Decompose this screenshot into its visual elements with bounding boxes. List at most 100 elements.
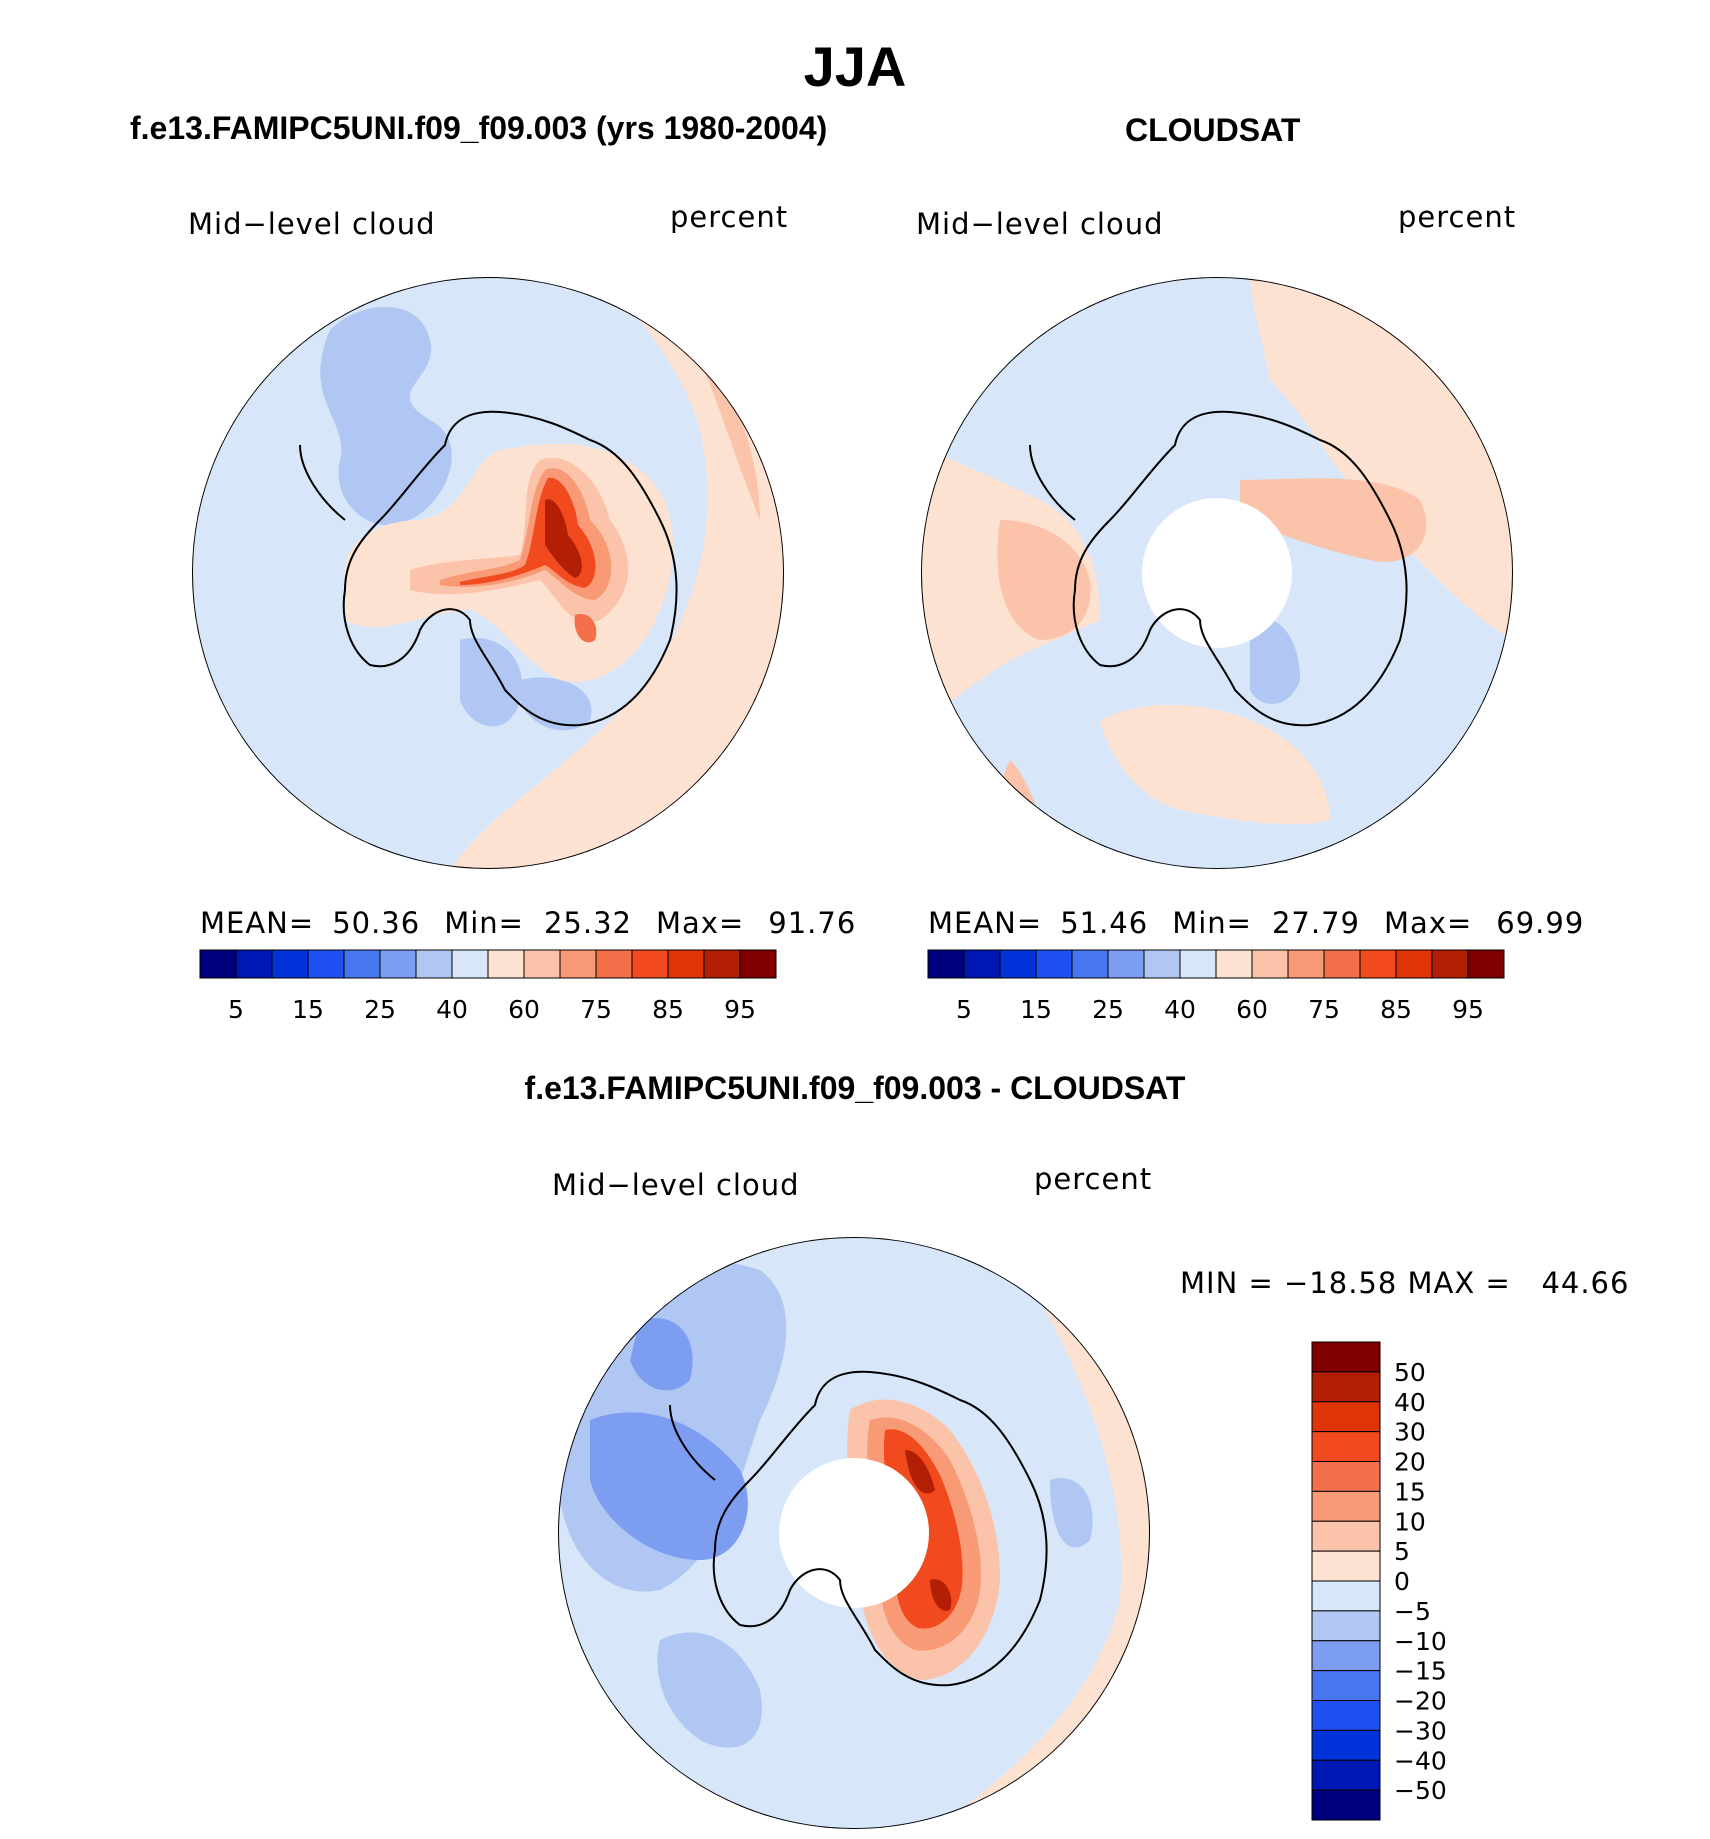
min-label: Min= <box>1172 906 1252 940</box>
panel-3-colorbar-tick-label: −20 <box>1394 1687 1447 1716</box>
panel-2-variable-label: Mid−level cloud <box>916 207 1164 241</box>
panel-3-colorbar-tick-label: −5 <box>1394 1597 1431 1626</box>
panel-3-colorbar-cell <box>1311 1759 1381 1791</box>
panel-3-colorbar-tick-label: −30 <box>1394 1716 1447 1745</box>
panel-3-missing-data <box>779 1458 929 1608</box>
panel-3-colorbar-cell <box>1311 1700 1381 1731</box>
panel-2-colorbar-cell <box>927 949 965 979</box>
panel-2-colorbar-cell <box>1143 949 1181 979</box>
panel-3-cool-patch <box>590 1412 748 1560</box>
max-label: Max= <box>656 906 745 940</box>
max-label: Max= <box>1384 906 1473 940</box>
panel-1-colorbar-cell <box>199 949 237 979</box>
panel-2-colorbar-tick-label: 5 <box>956 995 972 1024</box>
panel-2-colorbar-cell <box>1431 949 1469 979</box>
panel-3-colorbar-cell <box>1311 1341 1381 1373</box>
panel-2-cool-patch <box>1250 618 1300 704</box>
panel-2-colorbar: 5 15 25 40 60 75 85 95 <box>927 949 1505 1024</box>
panel-1-colorbar-cell <box>667 949 705 979</box>
panel-3-map <box>558 1237 1150 1829</box>
panel-3-colorbar-tick-label: 0 <box>1394 1567 1410 1596</box>
mean-value: 50.36 <box>332 906 421 940</box>
panel-2-colorbar-tick-label: 25 <box>1092 995 1124 1024</box>
panel-2-colorbar-cell <box>1179 949 1217 979</box>
panel-3-coastline <box>712 1370 1048 1687</box>
panel-3-heading: f.e13.FAMIPC5UNI.f09_f09.003 - CLOUDSAT <box>524 1070 1186 1106</box>
panel-3-maximum <box>930 1579 952 1611</box>
panel-1-peninsula <box>299 444 346 521</box>
panel-2-colorbar-tick-label: 95 <box>1452 995 1484 1024</box>
panel-2-colorbar-cell <box>1467 949 1505 979</box>
panel-3-colorbar-tick-label: 50 <box>1394 1358 1426 1387</box>
panel-3-variable-label: Mid−level cloud <box>552 1168 800 1202</box>
panel-3-colorbar-cell <box>1311 1520 1381 1552</box>
panel-3-colorbar-tick-label: 40 <box>1394 1388 1426 1417</box>
panel-3-colorbar-tick-label: −15 <box>1394 1657 1447 1686</box>
panel-3-colorbar-cell <box>1311 1610 1381 1642</box>
panel-3-maximum <box>905 1450 935 1494</box>
panel-1-colorbar-tick-label: 75 <box>580 995 612 1024</box>
max-value: 91.76 <box>768 906 857 940</box>
panel-1-stats: MEAN= 50.36 Min= 25.32 Max= 91.76 <box>200 906 856 940</box>
panel-2-colorbar-cell <box>963 949 1001 979</box>
panel-3-colorbar-tick-label: 30 <box>1394 1418 1426 1447</box>
panel-3-peninsula <box>669 1404 716 1481</box>
panel-2-missing-data <box>1142 498 1292 648</box>
panel-2-colorbar-cell <box>1107 949 1145 979</box>
panel-1-warm-band <box>440 277 784 869</box>
panel-1-colorbar-cell <box>271 949 309 979</box>
panel-3-colorbar-cell <box>1311 1550 1381 1582</box>
panel-3-colorbar-cell <box>1311 1789 1381 1821</box>
panel-3-colorbar-cell <box>1311 1640 1381 1672</box>
panel-2-colorbar-tick-label: 85 <box>1380 995 1412 1024</box>
panel-1-colorbar-tick-label: 95 <box>724 995 756 1024</box>
mean-label: MEAN= <box>200 906 315 940</box>
panel-1-maximum <box>545 499 582 578</box>
panel-1-colorbar-tick-label: 40 <box>436 995 468 1024</box>
panel-3-colorbar-tick-label: 5 <box>1394 1537 1410 1566</box>
panel-3-cool-patch <box>657 1632 762 1748</box>
panel-2-units-label: percent <box>1398 200 1517 234</box>
panel-3-cool-patch <box>1050 1478 1093 1548</box>
min-label: Min= <box>444 906 524 940</box>
panel-1-colorbar-tick-label: 25 <box>364 995 396 1024</box>
panel-3-minmax: MIN = −18.58 MAX = 44.66 <box>1180 1266 1630 1300</box>
mean-label: MEAN= <box>928 906 1043 940</box>
panel-2-colorbar-cell <box>1323 949 1361 979</box>
panel-1-colorbar-tick-label: 5 <box>228 995 244 1024</box>
panel-3-colorbar-cell <box>1311 1580 1381 1612</box>
panel-2-colorbar-cell <box>1395 949 1433 979</box>
panel-2-colorbar-tick-label: 40 <box>1164 995 1196 1024</box>
panel-2-peninsula <box>1029 444 1076 521</box>
panel-2-stats: MEAN= 51.46 Min= 27.79 Max= 69.99 <box>928 906 1584 940</box>
panel-3-colorbar-tick-label: −50 <box>1394 1776 1447 1805</box>
panel-2-map <box>921 277 1513 869</box>
min-value: 25.32 <box>543 906 633 940</box>
panel-1-variable-label: Mid−level cloud <box>188 207 436 241</box>
panel-1-colorbar-cell <box>307 949 345 979</box>
panel-2-colorbar-cell <box>999 949 1037 979</box>
panel-1-colorbar-cell <box>343 949 381 979</box>
panel-1-colorbar-cell <box>559 949 597 979</box>
panel-3-colorbar-cell <box>1311 1431 1381 1462</box>
panel-3-units-label: percent <box>1034 1162 1153 1196</box>
max-value: 69.99 <box>1496 906 1585 940</box>
panel-1-interior-field <box>574 614 597 643</box>
panel-2-colorbar-cell <box>1035 949 1073 979</box>
panel-1-colorbar-cell <box>415 949 453 979</box>
panel-3-colorbar-tick-label: −10 <box>1394 1627 1447 1656</box>
panel-1-colorbar-cell <box>487 949 525 979</box>
panel-1-colorbar-cell <box>595 949 633 979</box>
panel-1-cool-patch <box>460 638 522 727</box>
panel-2-colorbar-cell <box>1251 949 1289 979</box>
panel-1-colorbar-cell <box>631 949 669 979</box>
panel-1-colorbar-cell <box>451 949 489 979</box>
panel-2-heading: CLOUDSAT <box>1125 112 1301 148</box>
panel-2-warm-patch <box>1100 705 1330 825</box>
mean-value: 51.46 <box>1060 906 1149 940</box>
panel-1-colorbar-cell <box>703 949 741 979</box>
panel-2-colorbar-cell <box>1287 949 1325 979</box>
panel-3-colorbar-tick-label: 20 <box>1394 1448 1426 1477</box>
